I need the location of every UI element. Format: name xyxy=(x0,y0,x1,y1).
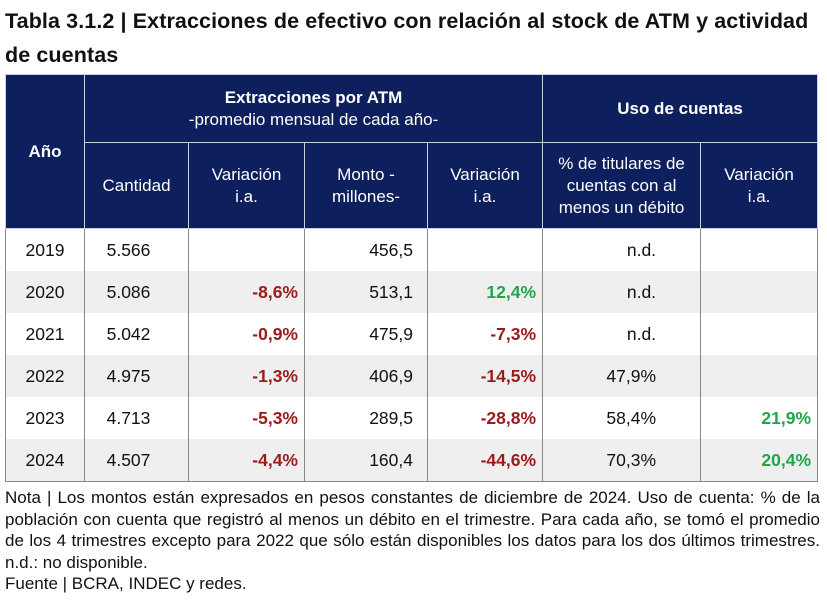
group-atm-subtitle: -promedio mensual de cada año- xyxy=(188,109,439,129)
col-variacion-monto: Variación i.a. xyxy=(426,142,544,229)
col-variacion-cantidad: Variación i.a. xyxy=(188,142,305,229)
footnote: Nota | Los montos están expresados en pe… xyxy=(5,487,820,595)
variacion-monto-cell: -28,8% xyxy=(426,397,544,439)
variacion-monto-cell: 12,4% xyxy=(426,271,544,313)
variacion-monto-cell: -44,6% xyxy=(426,439,544,482)
pct-titulares-cell: n.d. xyxy=(542,228,702,271)
variacion-pct-cell: 21,9% xyxy=(700,397,819,439)
cantidad-cell: 4.713 xyxy=(84,397,189,439)
variacion-cantidad-cell xyxy=(188,228,305,271)
cantidad-cell: 5.566 xyxy=(84,228,189,271)
variacion-monto-cell: -7,3% xyxy=(426,313,544,355)
group-atm-title: Extracciones por ATM xyxy=(224,87,403,107)
cantidad-cell: 5.086 xyxy=(84,271,189,313)
monto-cell: 513,1 xyxy=(304,271,428,313)
col-monto: Monto -millones- xyxy=(304,142,428,229)
variacion-cantidad-cell: -1,3% xyxy=(188,355,305,397)
year-cell: 2023 xyxy=(5,397,85,439)
variacion-pct-cell: 20,4% xyxy=(700,439,819,482)
variacion-cantidad-cell: -5,3% xyxy=(188,397,305,439)
col-variacion-pct: Variación i.a. xyxy=(700,142,819,229)
monto-cell: 475,9 xyxy=(304,313,428,355)
year-cell: 2019 xyxy=(5,228,85,271)
table-row: 2019 5.566 456,5 n.d. xyxy=(5,228,819,271)
variacion-pct-cell xyxy=(700,313,819,355)
header-group-cuentas: Uso de cuentas xyxy=(542,74,819,143)
cantidad-cell: 5.042 xyxy=(84,313,189,355)
col-cantidad: Cantidad xyxy=(84,142,189,229)
note-text: Nota | Los montos están expresados en pe… xyxy=(5,488,820,572)
header-group-atm: Extracciones por ATM -promedio mensual de… xyxy=(83,74,544,143)
col-pct-titulares: % de titulares de cuentas con al menos u… xyxy=(542,142,702,229)
variacion-cantidad-cell: -0,9% xyxy=(188,313,305,355)
year-cell: 2024 xyxy=(5,439,85,482)
monto-cell: 406,9 xyxy=(304,355,428,397)
year-cell: 2022 xyxy=(5,355,85,397)
pct-titulares-cell: 47,9% xyxy=(542,355,702,397)
table-row: 2023 4.713 -5,3% 289,5 -28,8% 58,4% 21,9% xyxy=(5,397,819,439)
year-cell: 2021 xyxy=(5,313,85,355)
monto-cell: 160,4 xyxy=(304,439,428,482)
variacion-pct-cell xyxy=(700,228,819,271)
cantidad-cell: 4.507 xyxy=(84,439,189,482)
variacion-monto-cell xyxy=(426,228,544,271)
header-year: Año xyxy=(5,74,85,229)
variacion-cantidad-cell: -4,4% xyxy=(188,439,305,482)
pct-titulares-cell: 70,3% xyxy=(542,439,702,482)
monto-cell: 456,5 xyxy=(304,228,428,271)
table-row: 2021 5.042 -0,9% 475,9 -7,3% n.d. xyxy=(5,313,819,355)
data-table: Año Extracciones por ATM -promedio mensua… xyxy=(5,74,819,482)
pct-titulares-cell: n.d. xyxy=(542,271,702,313)
table-row: 2024 4.507 -4,4% 160,4 -44,6% 70,3% 20,4% xyxy=(5,439,819,482)
table-row: 2022 4.975 -1,3% 406,9 -14,5% 47,9% xyxy=(5,355,819,397)
variacion-pct-cell xyxy=(700,355,819,397)
table-title: Tabla 3.1.2 | Extracciones de efectivo c… xyxy=(5,9,809,67)
source-text: Fuente | BCRA, INDEC y redes. xyxy=(5,574,247,593)
pct-titulares-cell: n.d. xyxy=(542,313,702,355)
cantidad-cell: 4.975 xyxy=(84,355,189,397)
variacion-cantidad-cell: -8,6% xyxy=(188,271,305,313)
year-cell: 2020 xyxy=(5,271,85,313)
monto-cell: 289,5 xyxy=(304,397,428,439)
pct-titulares-cell: 58,4% xyxy=(542,397,702,439)
variacion-monto-cell: -14,5% xyxy=(426,355,544,397)
table-row: 2020 5.086 -8,6% 513,1 12,4% n.d. xyxy=(5,271,819,313)
variacion-pct-cell xyxy=(700,271,819,313)
